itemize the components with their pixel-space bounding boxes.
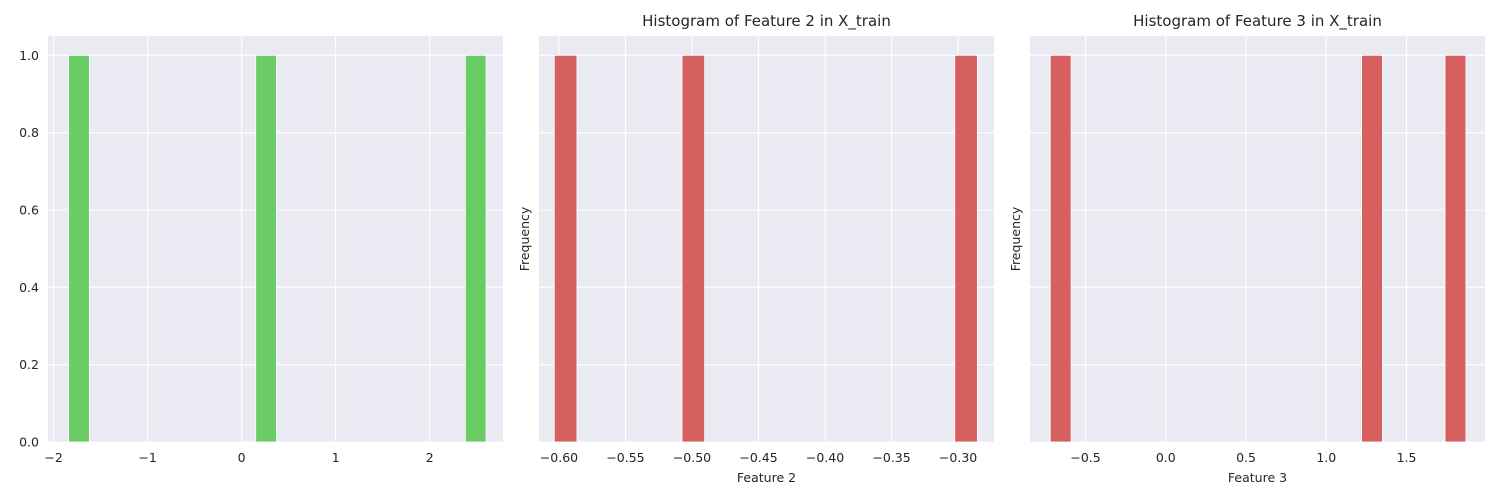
histogram-bar	[464, 54, 487, 443]
x-axis-label: Feature 3	[1228, 470, 1287, 485]
x-tick-label: −0.30	[939, 450, 977, 465]
x-tick-label: −2	[44, 450, 62, 465]
y-axis-label: Frequency	[517, 206, 532, 271]
plot-area	[1030, 36, 1485, 442]
histogram-bar	[954, 54, 978, 443]
x-tick-label: 2	[426, 450, 434, 465]
x-tick-label: −0.40	[806, 450, 844, 465]
y-tick-label: 1.0	[19, 48, 39, 63]
histogram-bar	[68, 54, 90, 443]
histogram-bar	[1049, 54, 1072, 443]
x-tick-label: −0.60	[540, 450, 578, 465]
subplot-1: −2 −1 0 1 2 0.0 0.2 0.4 0.6 0.8 1.0	[19, 36, 503, 465]
x-tick-label: −0.45	[739, 450, 777, 465]
x-tick-label: 1.0	[1316, 450, 1336, 465]
chart-title: Histogram of Feature 2 in X_train	[642, 12, 891, 31]
x-tick-label: −0.35	[872, 450, 910, 465]
y-tick-label: 0.4	[19, 280, 39, 295]
histogram-bar	[255, 54, 277, 443]
x-tick-label: −0.5	[1070, 450, 1100, 465]
subplot-2: −0.60 −0.55 −0.50 −0.45 −0.40 −0.35 −0.30 Histo…	[517, 12, 994, 485]
y-tick-label: 0.2	[19, 357, 39, 372]
x-tick-label: 1.5	[1397, 450, 1417, 465]
histogram-bar	[1444, 54, 1467, 443]
histogram-bar	[1361, 54, 1383, 443]
x-tick-label: 1	[332, 450, 340, 465]
x-tick-label: −1	[138, 450, 156, 465]
x-tick-label: 0.0	[1156, 450, 1176, 465]
x-tick-label: −0.50	[673, 450, 711, 465]
y-axis-label: Frequency	[1008, 206, 1023, 271]
y-tick-label: 0.8	[19, 125, 39, 140]
x-tick-label: −0.55	[606, 450, 644, 465]
histogram-bar	[553, 54, 578, 443]
x-tick-label: 0	[238, 450, 246, 465]
y-tick-label: 0.0	[19, 435, 39, 450]
plot-area	[539, 36, 994, 442]
x-tick-label: 0.5	[1236, 450, 1256, 465]
histogram-bar	[681, 54, 706, 443]
x-axis-label: Feature 2	[737, 470, 796, 485]
chart-title: Histogram of Feature 3 in X_train	[1133, 12, 1382, 31]
y-tick-label: 0.6	[19, 203, 39, 218]
subplot-3: −0.5 0.0 0.5 1.0 1.5 Histogram of Feature 3 i…	[1008, 12, 1485, 485]
